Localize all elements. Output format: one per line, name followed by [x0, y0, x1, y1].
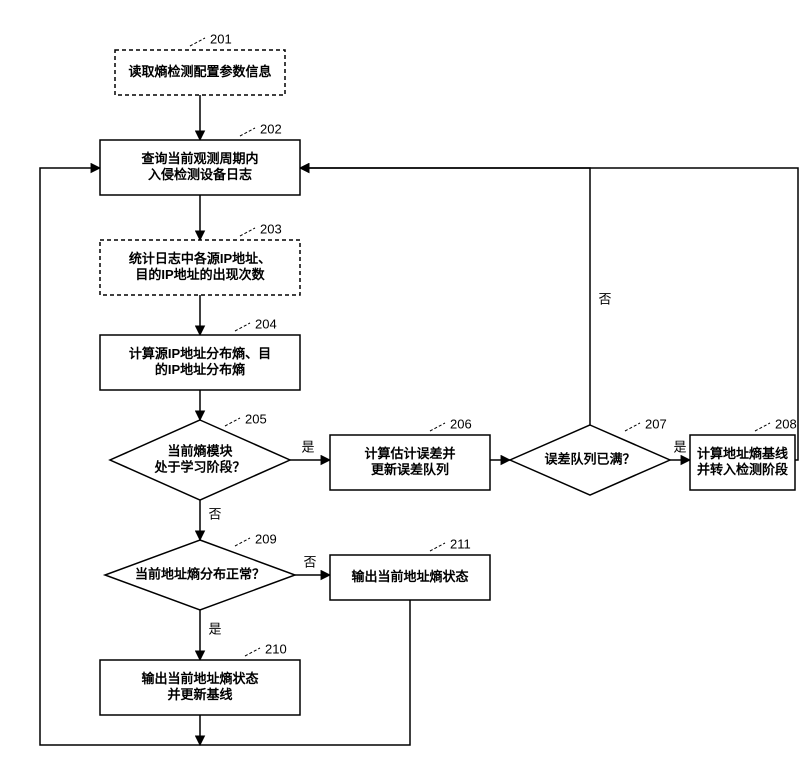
- edge-label: 是: [673, 439, 686, 454]
- node-number-n209: 209: [255, 531, 277, 546]
- node-text-n210: 并更新基线: [167, 687, 232, 702]
- node-text-n204: 计算源IP地址分布熵、目: [129, 346, 271, 361]
- edge-label: 否: [303, 554, 316, 569]
- num-tick: [225, 418, 240, 426]
- node-text-n203: 目的IP地址的出现次数: [135, 267, 265, 282]
- num-tick: [755, 423, 770, 431]
- edge-label: 否: [208, 506, 221, 521]
- num-tick: [240, 128, 255, 136]
- node-number-n206: 206: [450, 416, 472, 431]
- node-text-n210: 输出当前地址熵状态: [141, 671, 258, 686]
- edge-label: 是: [301, 439, 314, 454]
- node-text-n208: 计算地址熵基线: [697, 446, 788, 461]
- node-text-n207: 误差队列已满？: [544, 451, 635, 466]
- node-text-n202: 查询当前观测周期内: [140, 151, 258, 166]
- edge: [300, 168, 798, 460]
- edge-label: 是: [208, 621, 221, 636]
- node-text-n205: 处于学习阶段？: [153, 459, 245, 474]
- node-number-n211: 211: [450, 536, 471, 551]
- node-number-n204: 204: [255, 316, 277, 331]
- num-tick: [245, 648, 260, 656]
- node-number-n202: 202: [260, 121, 282, 136]
- node-number-n203: 203: [260, 221, 282, 236]
- node-text-n202: 入侵检测设备日志: [148, 167, 252, 182]
- node-text-n208: 并转入检测阶段: [697, 462, 788, 477]
- node-number-n208: 208: [775, 416, 797, 431]
- node-text-n206: 更新误差队列: [371, 462, 449, 477]
- num-tick: [625, 423, 640, 431]
- edge: [300, 168, 590, 425]
- num-tick: [430, 543, 445, 551]
- node-text-n204: 的IP地址分布熵: [155, 362, 245, 377]
- num-tick: [430, 423, 445, 431]
- node-number-n205: 205: [245, 411, 267, 426]
- node-text-n209: 当前地址熵分布正常？: [135, 566, 265, 581]
- node-text-n211: 输出当前地址熵状态: [351, 569, 468, 584]
- num-tick: [235, 323, 250, 331]
- node-text-n206: 计算估计误差并: [364, 446, 455, 461]
- edge-label: 否: [598, 291, 611, 306]
- num-tick: [235, 538, 250, 546]
- node-text-n205: 当前熵模块: [167, 443, 233, 458]
- node-text-n203: 统计日志中各源IP地址、: [129, 251, 271, 266]
- num-tick: [240, 228, 255, 236]
- node-number-n210: 210: [265, 641, 287, 656]
- node-text-n201: 读取熵检测配置参数信息: [128, 64, 271, 79]
- node-number-n207: 207: [645, 416, 667, 431]
- num-tick: [190, 38, 205, 46]
- node-number-n201: 201: [210, 31, 232, 46]
